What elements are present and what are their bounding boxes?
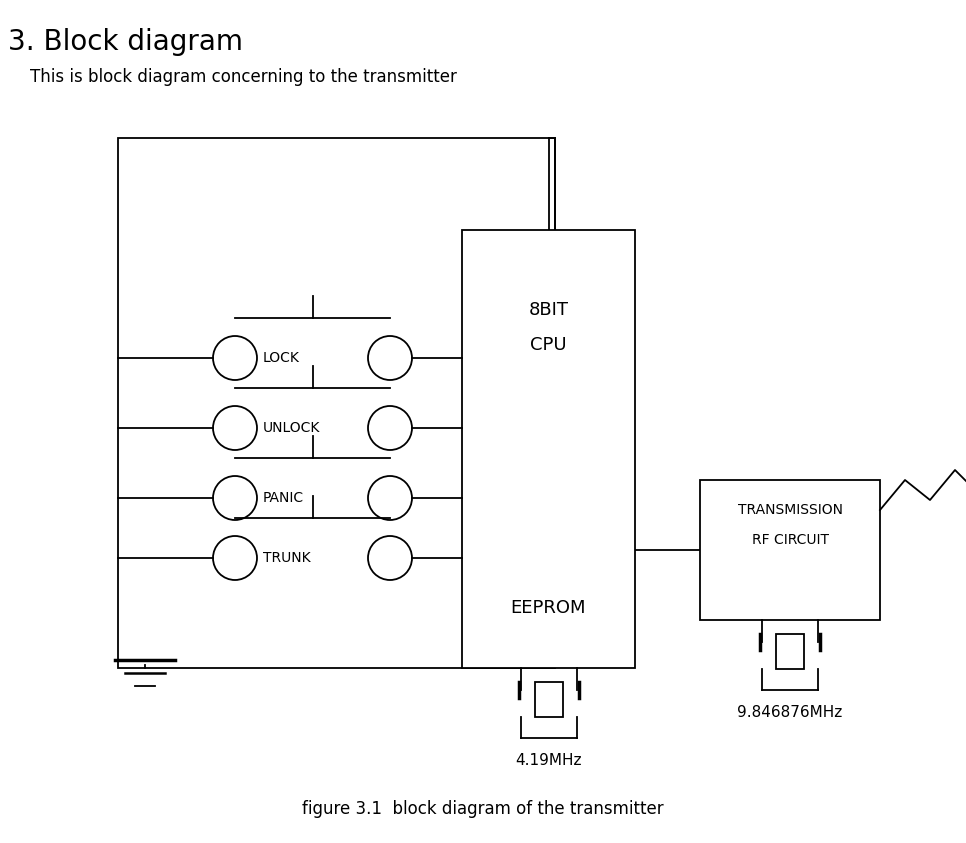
Text: 8BIT: 8BIT bbox=[528, 301, 569, 319]
Bar bbox=[776, 634, 804, 669]
Text: CPU: CPU bbox=[530, 336, 567, 354]
Bar bbox=[534, 682, 562, 717]
Bar bbox=[700, 480, 880, 620]
Bar bbox=[118, 138, 555, 668]
Text: 3. Block diagram: 3. Block diagram bbox=[8, 28, 243, 56]
Text: EEPROM: EEPROM bbox=[511, 599, 586, 617]
Text: 4.19MHz: 4.19MHz bbox=[515, 753, 582, 768]
Text: TRUNK: TRUNK bbox=[263, 551, 311, 565]
Text: PANIC: PANIC bbox=[263, 491, 304, 505]
Text: 9.846876MHz: 9.846876MHz bbox=[737, 705, 842, 720]
Text: figure 3.1  block diagram of the transmitter: figure 3.1 block diagram of the transmit… bbox=[302, 800, 664, 818]
Text: UNLOCK: UNLOCK bbox=[263, 421, 321, 435]
Bar bbox=[462, 230, 635, 668]
Text: TRANSMISSION: TRANSMISSION bbox=[737, 503, 842, 517]
Text: This is block diagram concerning to the transmitter: This is block diagram concerning to the … bbox=[30, 68, 457, 86]
Text: RF CIRCUIT: RF CIRCUIT bbox=[752, 533, 829, 547]
Text: LOCK: LOCK bbox=[263, 351, 299, 365]
